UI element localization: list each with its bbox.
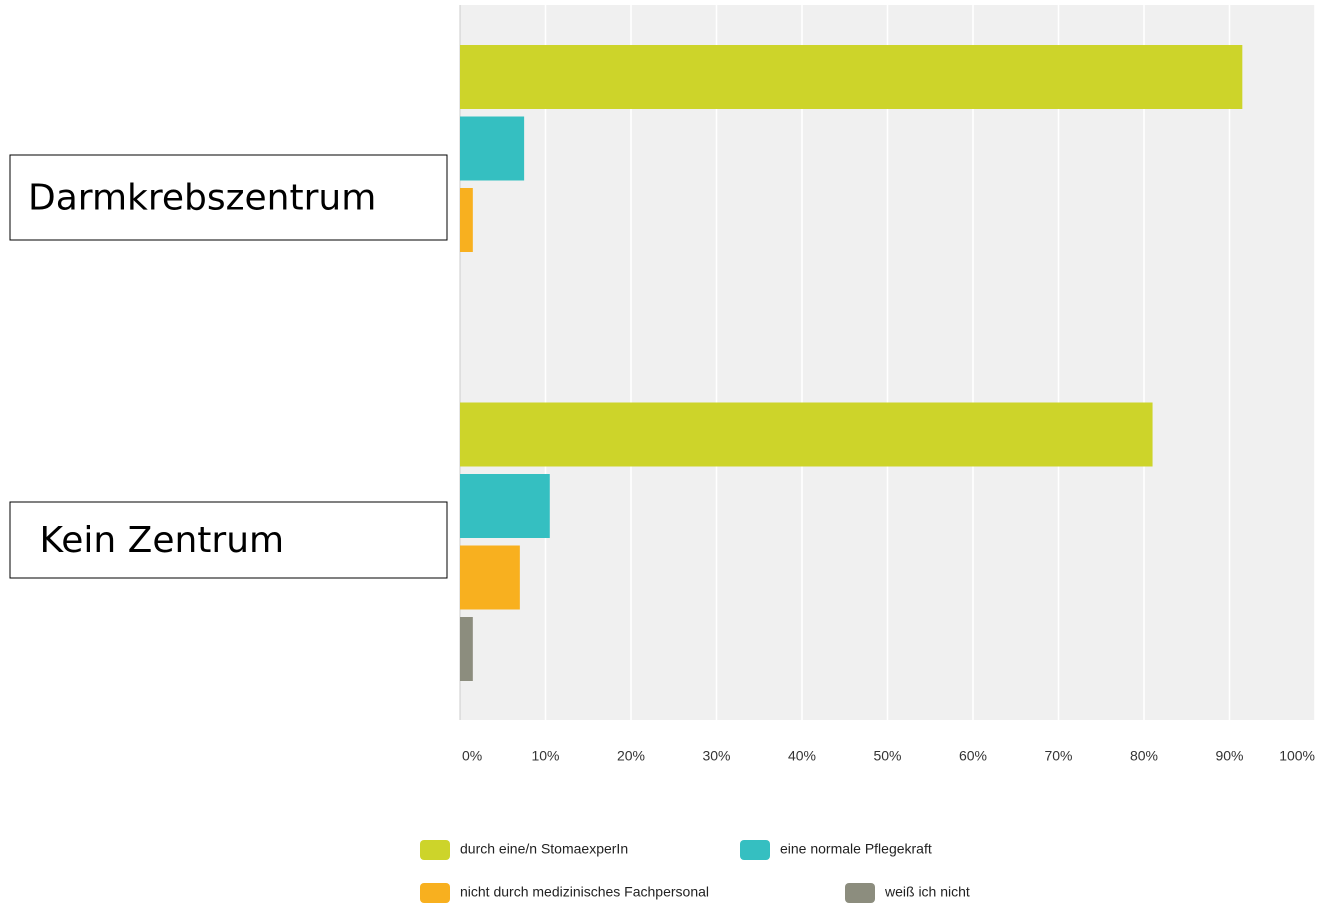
bar	[460, 617, 473, 681]
category-label: Darmkrebszentrum	[28, 178, 376, 219]
x-tick-label: 90%	[1215, 748, 1243, 764]
legend-label: eine normale Pflegekraft	[780, 841, 932, 857]
x-tick-label: 70%	[1044, 748, 1072, 764]
x-tick-label: 0%	[462, 748, 482, 764]
x-tick-label: 40%	[788, 748, 816, 764]
category-label: Kein Zentrum	[28, 520, 284, 561]
x-tick-label: 100%	[1279, 748, 1315, 764]
category-box	[9, 501, 448, 579]
bar	[460, 45, 1243, 109]
category-box	[9, 154, 448, 241]
legend-label: nicht durch medizinisches Fachpersonal	[460, 884, 709, 900]
bar	[460, 116, 525, 181]
bar	[460, 474, 550, 538]
legend-label: durch eine/n StomaexperIn	[460, 841, 628, 857]
legend-swatch	[845, 883, 875, 903]
legend-swatch	[420, 840, 450, 860]
bar	[460, 545, 520, 610]
x-tick-label: 80%	[1130, 748, 1158, 764]
x-tick-label: 10%	[531, 748, 559, 764]
x-tick-label: 30%	[702, 748, 730, 764]
legend-label: weiß ich nicht	[884, 884, 970, 900]
x-tick-label: 20%	[617, 748, 645, 764]
legend-swatch	[740, 840, 770, 860]
legend-swatch	[420, 883, 450, 903]
bar	[460, 188, 473, 252]
x-tick-label: 50%	[873, 748, 901, 764]
bar	[460, 402, 1153, 467]
x-tick-label: 60%	[959, 748, 987, 764]
